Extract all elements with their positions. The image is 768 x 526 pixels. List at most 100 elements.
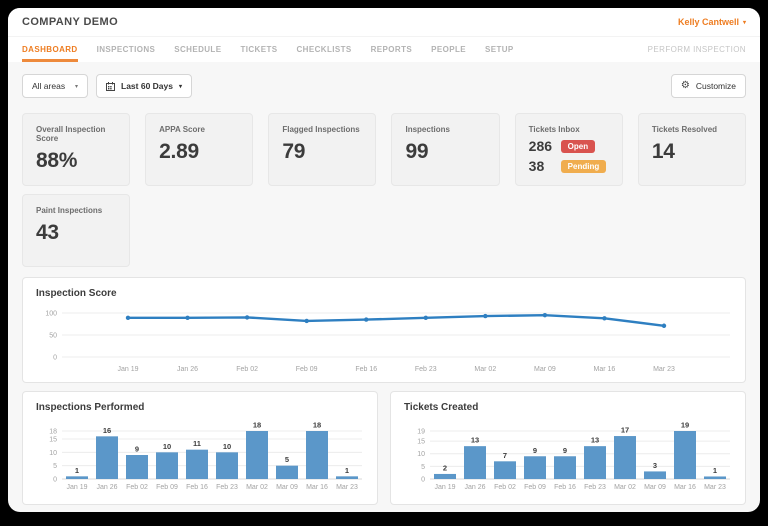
kpi-card-paint-inspections: Paint Inspections 43 [22,194,131,267]
svg-text:Jan 19: Jan 19 [66,484,87,491]
kpi-card-tickets-resolved: Tickets Resolved 14 [637,113,746,186]
svg-text:9: 9 [563,446,567,455]
tickets-created-panel: Tickets Created 0 5 10 15 19 2 Jan 19 13 Jan 26 7… [390,391,746,505]
dashboard-content: All areas ▾ Last 60 Days ▾ ⚙ Customiz [8,62,760,505]
svg-text:10: 10 [163,442,171,451]
svg-text:5: 5 [421,464,425,471]
kpi-card-inspections: Inspections 99 [391,113,500,186]
svg-text:19: 19 [681,421,689,430]
svg-text:15: 15 [49,437,57,444]
inspections-performed-title: Inspections Performed [36,402,145,413]
kpi-label: Flagged Inspections [282,125,360,134]
svg-text:5: 5 [285,455,289,464]
svg-text:1: 1 [713,466,717,475]
svg-text:7: 7 [503,451,507,460]
kpi-card-overall-inspection-score: Overall Inspection Score 88% [22,113,131,186]
svg-text:13: 13 [591,436,599,445]
svg-text:Feb 09: Feb 09 [296,366,318,373]
tab-inspections[interactable]: INSPECTIONS [96,44,156,54]
svg-text:11: 11 [193,439,201,448]
kpi-value: 2.89 [159,140,199,163]
select-caret-icon: ▾ [74,83,78,90]
svg-text:5: 5 [53,463,57,470]
svg-text:10: 10 [49,450,57,457]
svg-text:Jan 26: Jan 26 [177,366,198,373]
svg-text:Feb 02: Feb 02 [494,484,516,491]
svg-text:0: 0 [421,477,425,484]
area-select[interactable]: All areas ▾ [22,74,88,98]
status-badge-open: Open [560,139,596,153]
svg-text:Mar 23: Mar 23 [336,484,358,491]
tickets-created-chart: 0 5 10 15 19 2 Jan 19 13 Jan 26 7 Feb 02 9 Feb 09 9 Fe… [391,417,745,504]
inspection-score-panel: Inspection Score 0 50 100 Jan 19 Jan 26 Feb 0… [22,277,746,383]
svg-text:Jan 19: Jan 19 [434,484,455,491]
tickets-created-title: Tickets Created [404,402,479,413]
kpi-row: 38 Pending [529,158,609,174]
tab-people[interactable]: PEOPLE [431,44,466,54]
kpi-row: 286 Open [529,138,609,154]
svg-text:Jan 26: Jan 26 [96,484,117,491]
kpi-label: Paint Inspections [36,206,103,215]
tab-setup[interactable]: SETUP [484,44,514,54]
svg-text:Mar 02: Mar 02 [474,366,496,373]
app-window: COMPANY DEMO Kelly Cantwell ▾ DASHBOARD I… [8,8,760,512]
svg-text:3: 3 [653,461,657,470]
svg-text:10: 10 [417,451,425,458]
inspection-score-chart: 0 50 100 Jan 19 Jan 26 Feb 02 Feb 09 Feb 16 Feb … [23,303,745,382]
svg-text:Feb 23: Feb 23 [415,366,437,373]
svg-text:0: 0 [53,477,57,484]
kpi-value: 99 [405,140,429,163]
kpi-label: APPA Score [159,125,205,134]
svg-text:Feb 23: Feb 23 [584,484,606,491]
svg-text:50: 50 [49,333,57,340]
tab-list: DASHBOARD INSPECTIONS SCHEDULE TICKETS CHECK… [22,37,533,62]
kpi-label: Inspections [405,125,450,134]
app-title: COMPANY DEMO [22,16,119,28]
svg-text:Feb 23: Feb 23 [216,484,238,491]
perform-inspection-link[interactable]: PERFORM INSPECTION [647,45,746,54]
tab-checklists[interactable]: CHECKLISTS [296,44,352,54]
date-range-button[interactable]: Last 60 Days ▾ [96,74,192,98]
status-badge-pending: Pending [560,159,607,173]
svg-text:15: 15 [417,439,425,446]
svg-text:Mar 02: Mar 02 [614,484,636,491]
svg-text:Mar 16: Mar 16 [306,484,328,491]
tab-schedule[interactable]: SCHEDULE [174,44,222,54]
svg-text:Mar 16: Mar 16 [674,484,696,491]
customize-label: Customize [695,81,736,91]
svg-text:17: 17 [621,426,629,435]
svg-text:18: 18 [253,421,261,430]
kpi-grid: Overall Inspection Score 88% APPA Score 2.8… [22,113,746,267]
kpi-label: Overall Inspection Score [36,125,106,143]
kpi-card-tickets-inbox: Tickets Inbox 286 Open 38 Pending [514,113,623,186]
svg-text:Mar 09: Mar 09 [644,484,666,491]
svg-text:Jan 26: Jan 26 [464,484,485,491]
line-chart-svg: 0 50 100 Jan 19 Jan 26 Feb 02 Feb 09 Feb 16 Feb … [45,311,730,373]
kpi-row-value: 38 [528,158,545,174]
kpi-value: 14 [651,140,675,163]
svg-text:9: 9 [135,445,139,454]
tab-tickets[interactable]: TICKETS [240,44,278,54]
user-name: Kelly Cantwell [677,17,739,27]
bottom-charts-row: Inspections Performed 0 5 10 15 18 1 Jan 19 16 J… [22,391,746,505]
top-bar: COMPANY DEMO Kelly Cantwell ▾ [8,8,760,36]
inspections-performed-chart: 0 5 10 15 18 1 Jan 19 16 Jan 26 9 Feb 02 10 Feb 09 11… [23,417,377,504]
svg-text:Feb 02: Feb 02 [236,366,258,373]
svg-text:1: 1 [75,466,79,475]
svg-text:Feb 09: Feb 09 [156,484,178,491]
svg-text:Feb 16: Feb 16 [355,366,377,373]
kpi-value: 43 [36,221,59,244]
inspections-performed-panel: Inspections Performed 0 5 10 15 18 1 Jan 19 16 J… [22,391,378,505]
svg-text:1: 1 [345,466,349,475]
tab-reports[interactable]: REPORTS [370,44,413,54]
kpi-card-appa-score: APPA Score 2.89 [145,113,254,186]
gear-icon: ⚙ [680,80,690,91]
kpi-row-value: 286 [528,138,553,154]
kpi-card-flagged-inspections: Flagged Inspections 79 [268,113,377,186]
user-menu[interactable]: Kelly Cantwell ▾ [678,17,746,27]
svg-text:Feb 02: Feb 02 [126,484,148,491]
customize-button[interactable]: ⚙ Customize [670,74,746,98]
svg-text:Mar 09: Mar 09 [534,366,556,373]
tab-dashboard[interactable]: DASHBOARD [22,37,78,62]
